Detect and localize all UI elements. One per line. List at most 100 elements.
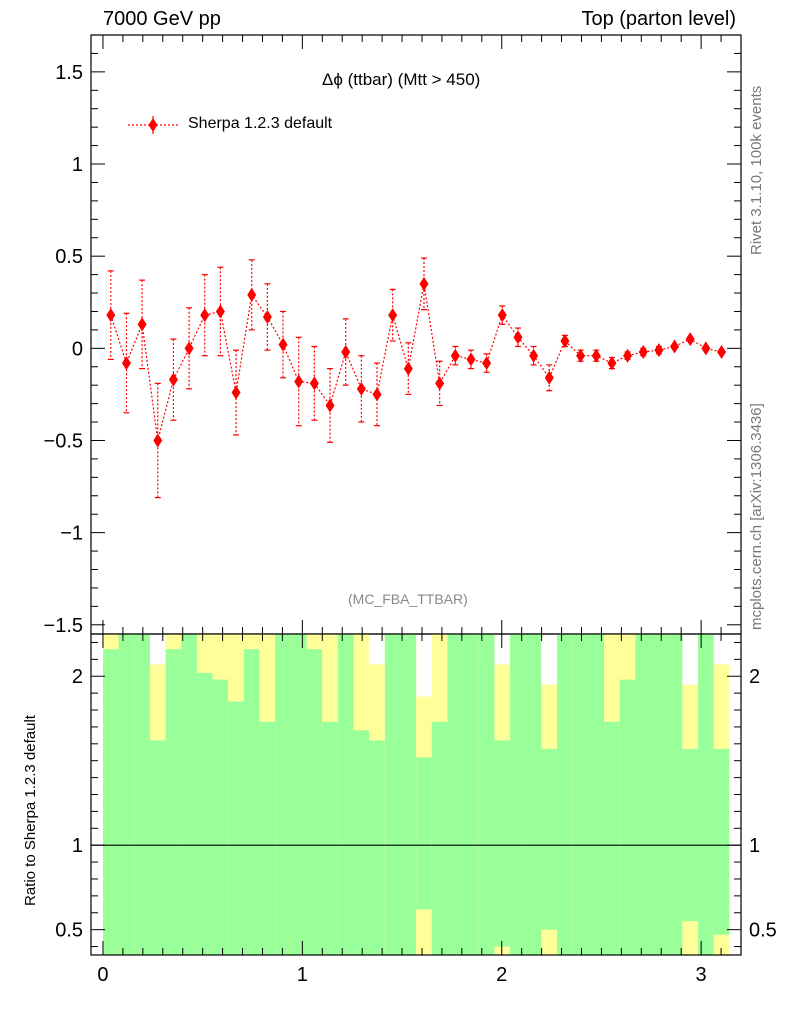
main-y-tick-label: 1 [72,154,83,176]
band-1sigma-bin [431,721,448,955]
band-1sigma-bin [228,701,244,955]
band-1sigma-bin [604,721,620,955]
data-point [717,345,727,360]
data-point [403,361,413,376]
data-point [121,356,131,371]
band-1sigma-bin [306,649,323,955]
band-1sigma-bin [369,740,385,955]
band-1sigma-bin [165,649,182,955]
band-1sigma-bin [651,634,667,955]
ratio-frame [90,633,742,956]
data-point [419,276,429,291]
data-point [607,356,617,371]
data-point [356,381,366,396]
band-1sigma-bin [588,634,605,955]
band-1sigma-bin [478,634,495,955]
data-point [670,339,680,354]
data-point [529,348,539,363]
band-1sigma-bin [510,634,526,955]
plot-title: Δϕ (ttbar) (Mtt > 450) [322,70,481,89]
data-point [309,376,319,391]
band-1sigma-bin [181,634,197,955]
data-point [137,317,147,332]
ratio-y-tick-label: 1 [72,835,83,857]
data-point [544,370,554,385]
ratio-y-tick-label-right: 1 [749,835,760,857]
data-point [638,345,648,360]
ratio-y-tick-label-right: 2 [749,666,760,688]
band-1sigma-bin [494,740,511,947]
band-1sigma-bin [682,748,699,922]
band-1sigma-bin [572,634,589,955]
data-point [576,348,586,363]
band-1sigma-bin [134,634,150,955]
data-point [654,343,664,358]
main-panel: 1.5 1 0.5 0 −0.5 −1 −1.5 [44,34,742,637]
legend-marker [148,118,158,132]
ratio-panel: 0.5 0.5 1 1 2 2 0 1 2 3 [55,633,777,986]
main-y-tick-label: −1.5 [44,615,83,637]
data-point [560,333,570,348]
band-1sigma-bin [384,634,401,955]
main-y-tick-label: −1 [60,523,83,545]
band-1sigma-bin [259,721,276,955]
data-point [247,287,257,302]
ratio-x-tick-label: 3 [696,964,707,986]
main-y-tick-label: 0 [72,338,83,360]
data-point [341,345,351,360]
band-1sigma-bin [290,634,307,955]
band-1sigma-bin [337,634,354,955]
rivet-version-label: Rivet 3.1.10, 100k events [748,85,765,255]
ratio-y-tick-label-right: 0.5 [749,920,777,942]
data-point [278,337,288,352]
data-point [701,341,711,356]
band-1sigma-bin [463,634,479,955]
data-point [623,348,633,363]
data-point [215,304,225,319]
data-point [200,308,210,323]
main-y-tick-label: −0.5 [44,430,83,452]
ratio-y-tick-label: 2 [72,666,83,688]
ratio-x-tick-label: 0 [97,964,108,986]
main-y-tick-label: 1.5 [55,62,83,84]
band-1sigma-bin [713,748,730,935]
band-1sigma-bin [322,721,338,955]
band-1sigma-bin [541,748,558,930]
band-1sigma-bin [118,634,135,955]
data-point [466,352,476,367]
data-point [325,398,335,413]
mcplots-label: mcplots.cern.ch [arXiv:1306.3436] [748,403,765,630]
band-1sigma-bin [619,679,636,955]
band-1sigma-bin [149,740,166,955]
data-point [450,348,460,363]
band-1sigma-bin [447,634,464,955]
ratio-x-tick-label: 2 [496,964,507,986]
data-point [372,387,382,402]
ratio-y-axis-label: Ratio to Sherpa 1.2.3 default [22,715,39,906]
analysis-label: (MC_FBA_TTBAR) [348,591,468,607]
legend-entry-label: Sherpa 1.2.3 default [188,115,333,132]
band-1sigma-bin [275,634,291,955]
band-1sigma-bin [243,649,260,955]
band-1sigma-bin [400,634,417,955]
data-point [168,372,178,387]
band-1sigma-bin [416,757,432,910]
band-1sigma-bin [102,649,119,955]
data-point [231,385,241,400]
data-point [262,309,272,324]
data-point [685,332,695,347]
main-y-tick-label: 0.5 [55,246,83,268]
band-1sigma-bin [666,634,683,955]
data-point [106,308,116,323]
ratio-y-tick-label: 0.5 [55,920,83,942]
data-point [435,376,445,391]
data-point [591,348,601,363]
band-1sigma-bin [557,634,573,955]
data-point [184,341,194,356]
header-left-label: 7000 GeV pp [103,8,221,30]
data-point [294,374,304,389]
data-point [153,433,163,448]
series-line [110,283,722,441]
data-point [482,356,492,371]
band-1sigma-bin [353,730,370,955]
